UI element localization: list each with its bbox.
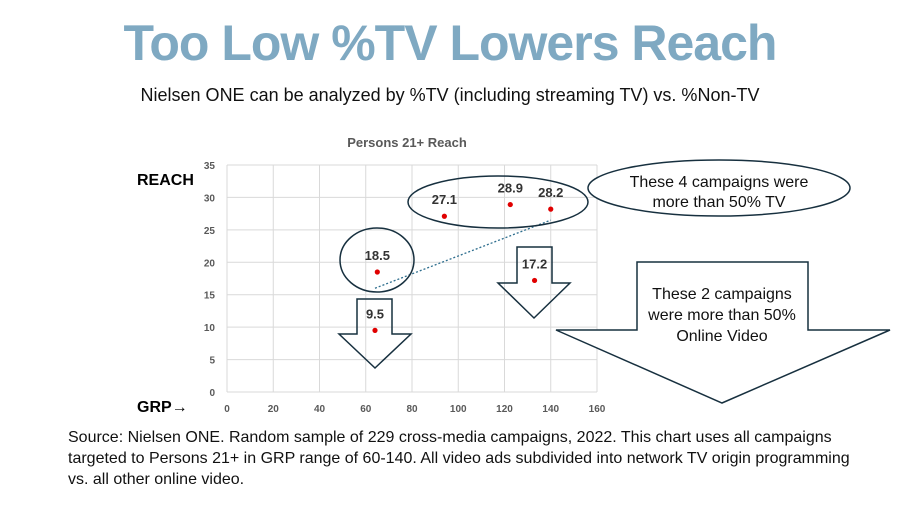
down-arrow-icon <box>496 246 572 320</box>
y-tick-label: 30 <box>204 193 216 204</box>
data-label: 28.2 <box>538 185 563 200</box>
online-callout-line-2: were more than 50% <box>647 307 796 324</box>
data-point <box>374 269 380 275</box>
tv-campaigns-ellipse <box>407 175 589 229</box>
data-label: 17.2 <box>522 256 547 271</box>
y-tick-label: 35 <box>204 161 216 172</box>
y-tick-label: 20 <box>204 258 216 269</box>
x-axis-label: GRP→ <box>137 399 188 416</box>
y-tick-label: 10 <box>204 323 216 334</box>
data-point <box>441 213 447 219</box>
chart-title: Persons 21+ Reach <box>347 135 467 150</box>
x-tick-label: 120 <box>496 404 513 415</box>
online-callout-line-1: These 2 campaigns <box>652 286 792 303</box>
x-tick-label: 80 <box>406 404 418 415</box>
y-tick-label: 0 <box>209 388 215 399</box>
y-tick-label: 5 <box>209 356 215 367</box>
data-label: 27.1 <box>432 192 457 207</box>
y-tick-label: 15 <box>204 291 216 302</box>
x-tick-label: 160 <box>589 404 606 415</box>
down-arrow-icon <box>337 298 413 370</box>
low-point-ellipse <box>339 227 415 293</box>
tv-callout-ellipse <box>587 159 851 217</box>
data-label: 18.5 <box>365 248 390 263</box>
data-label: 28.9 <box>498 181 523 196</box>
source-note: Source: Nielsen ONE. Random sample of 22… <box>68 429 850 488</box>
data-point <box>507 201 513 208</box>
x-tick-label: 20 <box>268 404 280 415</box>
y-tick-label: 25 <box>204 226 216 237</box>
y-axis-label: REACH <box>137 172 194 189</box>
tv-callout-line-2: more than 50% TV <box>652 194 785 211</box>
page-title: Too Low %TV Lowers Reach <box>123 15 778 71</box>
page-subtitle: Nielsen ONE can be analyzed by %TV (incl… <box>140 85 760 105</box>
tv-callout-line-1: These 4 campaigns were <box>630 174 809 191</box>
online-callout-line-3: Online Video <box>676 328 767 345</box>
data-point <box>548 206 554 212</box>
big-down-arrow-icon <box>555 261 891 404</box>
trendline <box>374 219 551 289</box>
x-tick-label: 40 <box>314 404 326 415</box>
data-point <box>372 327 378 333</box>
x-tick-label: 140 <box>542 404 559 415</box>
data-label: 9.5 <box>366 306 384 321</box>
x-tick-label: 100 <box>450 404 467 415</box>
x-tick-label: 0 <box>224 404 230 415</box>
data-point <box>531 277 538 284</box>
x-tick-label: 60 <box>360 404 372 415</box>
